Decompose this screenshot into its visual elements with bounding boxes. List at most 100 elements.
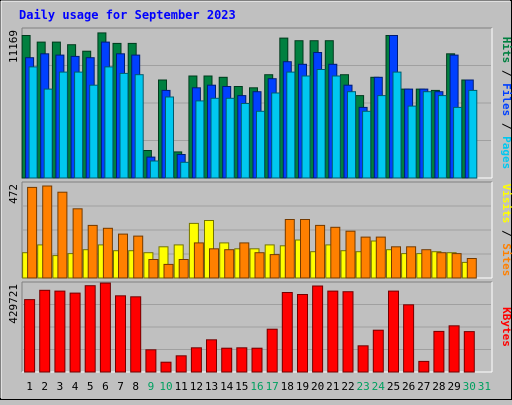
bar-sites-day-6 — [102, 227, 113, 279]
x-tick-label-10: 10 — [159, 380, 172, 393]
x-tick-label-23: 23 — [356, 380, 369, 393]
bar-kbytes-day-18 — [281, 292, 293, 373]
bar-sites-day-11 — [178, 259, 189, 279]
x-tick-label-9: 9 — [148, 380, 155, 393]
x-tick-label-15: 15 — [235, 380, 248, 393]
bar-pages-day-27 — [422, 91, 432, 179]
legend-separator: / — [500, 63, 512, 83]
bar-pages-day-10 — [165, 96, 174, 179]
bar-sites-day-14 — [224, 249, 235, 279]
right-legend-hits: Hits / Files / Pages — [500, 37, 512, 170]
bar-pages-day-1 — [28, 66, 38, 179]
legend-separator: / — [500, 223, 512, 243]
bar-kbytes-day-13 — [206, 339, 217, 373]
bar-pages-day-9 — [149, 160, 159, 179]
bar-pages-day-17 — [271, 92, 281, 179]
x-tick-label-26: 26 — [402, 380, 415, 393]
bar-pages-day-3 — [58, 71, 68, 179]
bar-sites-day-21 — [330, 226, 341, 279]
bar-pages-day-14 — [225, 97, 235, 179]
x-tick-label-8: 8 — [132, 380, 139, 393]
x-tick-label-1: 1 — [26, 380, 33, 393]
bar-kbytes-day-10 — [160, 361, 172, 373]
y-max-label-hits: 11169 — [7, 30, 20, 63]
bar-sites-day-17 — [269, 254, 280, 279]
x-tick-label-31: 31 — [478, 380, 491, 393]
bar-sites-day-26 — [406, 246, 417, 279]
bar-sites-day-22 — [345, 230, 356, 279]
bar-sites-day-7 — [118, 233, 128, 279]
right-legend-visits: Visits / Sites — [500, 184, 512, 277]
bar-kbytes-day-29 — [448, 325, 460, 373]
bar-pages-day-25 — [392, 71, 402, 179]
bar-pages-day-8 — [134, 74, 144, 179]
bar-sites-day-16 — [254, 252, 265, 279]
bar-pages-day-7 — [119, 72, 129, 179]
bar-kbytes-day-15 — [236, 347, 248, 373]
bar-kbytes-day-9 — [145, 349, 157, 373]
x-tick-label-22: 22 — [341, 380, 354, 393]
bar-sites-day-3 — [57, 191, 68, 279]
bar-kbytes-day-5 — [84, 285, 96, 373]
bar-sites-day-9 — [148, 259, 159, 279]
legend-separator: / — [500, 116, 512, 136]
x-tick-label-4: 4 — [72, 380, 79, 393]
right-legend-kbytes: KBytes — [500, 307, 512, 347]
bar-kbytes-day-28 — [433, 330, 445, 373]
bar-pages-day-26 — [407, 105, 417, 179]
legend-hits: Hits — [500, 37, 512, 64]
bar-kbytes-day-24 — [372, 329, 384, 373]
x-tick-label-13: 13 — [205, 380, 218, 393]
x-tick-label-21: 21 — [326, 380, 339, 393]
bar-kbytes-day-27 — [418, 360, 430, 373]
bar-pages-day-6 — [104, 66, 114, 179]
bar-kbytes-day-30 — [463, 331, 475, 373]
bar-kbytes-day-1 — [24, 299, 36, 373]
bar-sites-day-2 — [42, 185, 53, 279]
bar-pages-day-13 — [210, 97, 220, 179]
bar-pages-day-2 — [43, 88, 53, 179]
bar-pages-day-16 — [256, 110, 265, 179]
x-tick-label-16: 16 — [250, 380, 263, 393]
bar-pages-day-30 — [468, 89, 478, 179]
bar-sites-day-4 — [72, 208, 83, 279]
bar-kbytes-day-16 — [251, 347, 263, 373]
bar-pages-day-28 — [437, 95, 447, 179]
bar-kbytes-day-21 — [327, 290, 339, 373]
bar-kbytes-day-2 — [39, 289, 51, 373]
x-tick-label-11: 11 — [175, 380, 188, 393]
bar-sites-day-18 — [284, 219, 295, 279]
x-tick-label-17: 17 — [266, 380, 279, 393]
panel-hits: 11169 Hits / Files / Pages — [7, 27, 512, 179]
x-tick-label-28: 28 — [432, 380, 445, 393]
x-tick-label-19: 19 — [296, 380, 309, 393]
x-tick-label-6: 6 — [102, 380, 109, 393]
chart-title: Daily usage for September 2023 — [19, 8, 236, 22]
legend-pages: Pages — [500, 136, 512, 169]
bar-pages-day-22 — [347, 91, 356, 179]
panels-group: 11169 Hits / Files / Pages 472 Visits / Sit… — [7, 27, 512, 373]
bar-sites-day-24 — [375, 236, 386, 279]
bar-sites-day-20 — [315, 224, 326, 279]
bar-pages-day-5 — [89, 84, 99, 179]
bar-sites-day-25 — [391, 246, 401, 279]
x-tick-label-20: 20 — [311, 380, 324, 393]
bar-kbytes-day-20 — [312, 285, 324, 373]
bar-sites-day-15 — [239, 242, 250, 279]
bar-sites-day-8 — [133, 235, 144, 279]
bar-sites-day-28 — [436, 252, 447, 279]
bar-kbytes-day-17 — [266, 328, 278, 373]
bar-sites-day-5 — [87, 224, 98, 279]
panel-kbytes: 429721 KBytes — [7, 281, 512, 373]
bar-kbytes-day-12 — [190, 347, 202, 373]
panel-visits: 472 Visits / Sites — [7, 181, 512, 279]
x-tick-label-12: 12 — [190, 380, 203, 393]
bar-kbytes-day-4 — [69, 292, 81, 373]
x-axis-labels: 1 2 3 4 5 6 7 8 9 10 11 12 13 14 15 16 17 18 19 20 21 22 23 24 2… — [26, 380, 491, 393]
bar-pages-day-19 — [301, 75, 311, 179]
bar-sites-day-30 — [466, 258, 477, 279]
bar-pages-day-20 — [316, 69, 326, 179]
bar-pages-day-21 — [331, 75, 341, 179]
legend-visits: Visits — [500, 184, 512, 224]
